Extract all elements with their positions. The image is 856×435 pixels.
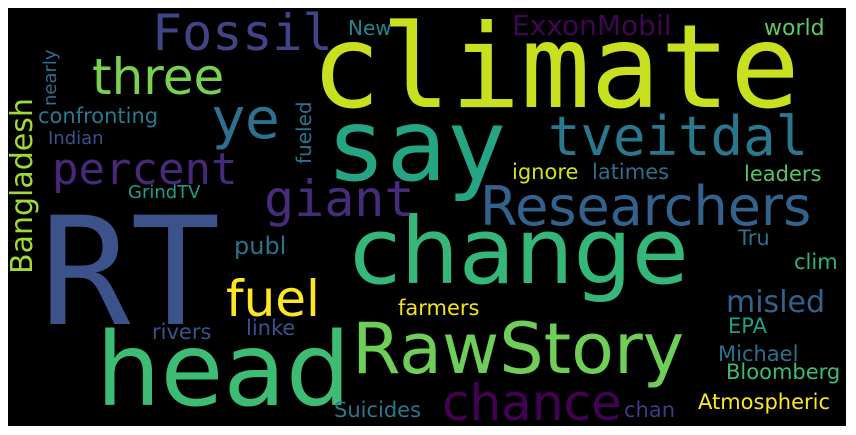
word-farmers: farmers (398, 296, 480, 320)
word-rawstory: RawStory (352, 308, 685, 390)
word-leaders: leaders (744, 162, 822, 186)
word-ye: ye (212, 87, 280, 152)
word-percent: percent (52, 144, 238, 195)
word-rivers: rivers (152, 320, 212, 344)
word-three: three (92, 48, 225, 106)
word-cloud: RT climate say change head RawStory Rese… (8, 8, 846, 426)
word-head: head (96, 311, 351, 426)
word-change: change (350, 198, 689, 305)
word-nearly: nearly (40, 49, 61, 106)
word-clim: clim (794, 250, 838, 274)
word-suicides: Suicides (334, 398, 422, 422)
word-fuel: fuel (226, 270, 320, 328)
word-grindtv: GrindTV (128, 182, 201, 203)
word-say: say (326, 87, 507, 204)
word-michael: Michael (718, 342, 799, 366)
word-ignore: ignore (512, 160, 579, 184)
word-tru: Tru (738, 226, 770, 250)
word-world: world (764, 16, 825, 41)
word-chan: chan (624, 398, 676, 422)
word-latimes: latimes (592, 160, 670, 184)
word-publ: publ (234, 232, 287, 260)
word-bangladesh: Bangladesh (8, 98, 40, 274)
word-linke: linke (246, 316, 296, 340)
word-confronting: confronting (38, 104, 159, 128)
word-fossil: Fossil (152, 8, 333, 62)
word-giant: giant (264, 170, 415, 228)
word-climate: climate (311, 8, 800, 135)
word-fueled: fueled (292, 101, 316, 164)
word-chance: chance (442, 374, 622, 426)
word-bloomberg: Bloomberg (726, 360, 841, 384)
word-misled: misled (726, 285, 826, 320)
word-epa: EPA (728, 314, 767, 338)
word-atmospheric: Atmospheric (698, 390, 831, 414)
word-rt: RT (40, 186, 221, 360)
word-exxonmobil: ExxonMobil (512, 9, 672, 42)
word-tveitdal: tveitdal (548, 105, 809, 168)
word-indian: Indian (48, 128, 104, 149)
word-new: New (348, 16, 392, 40)
word-researchers: Researchers (480, 175, 812, 238)
